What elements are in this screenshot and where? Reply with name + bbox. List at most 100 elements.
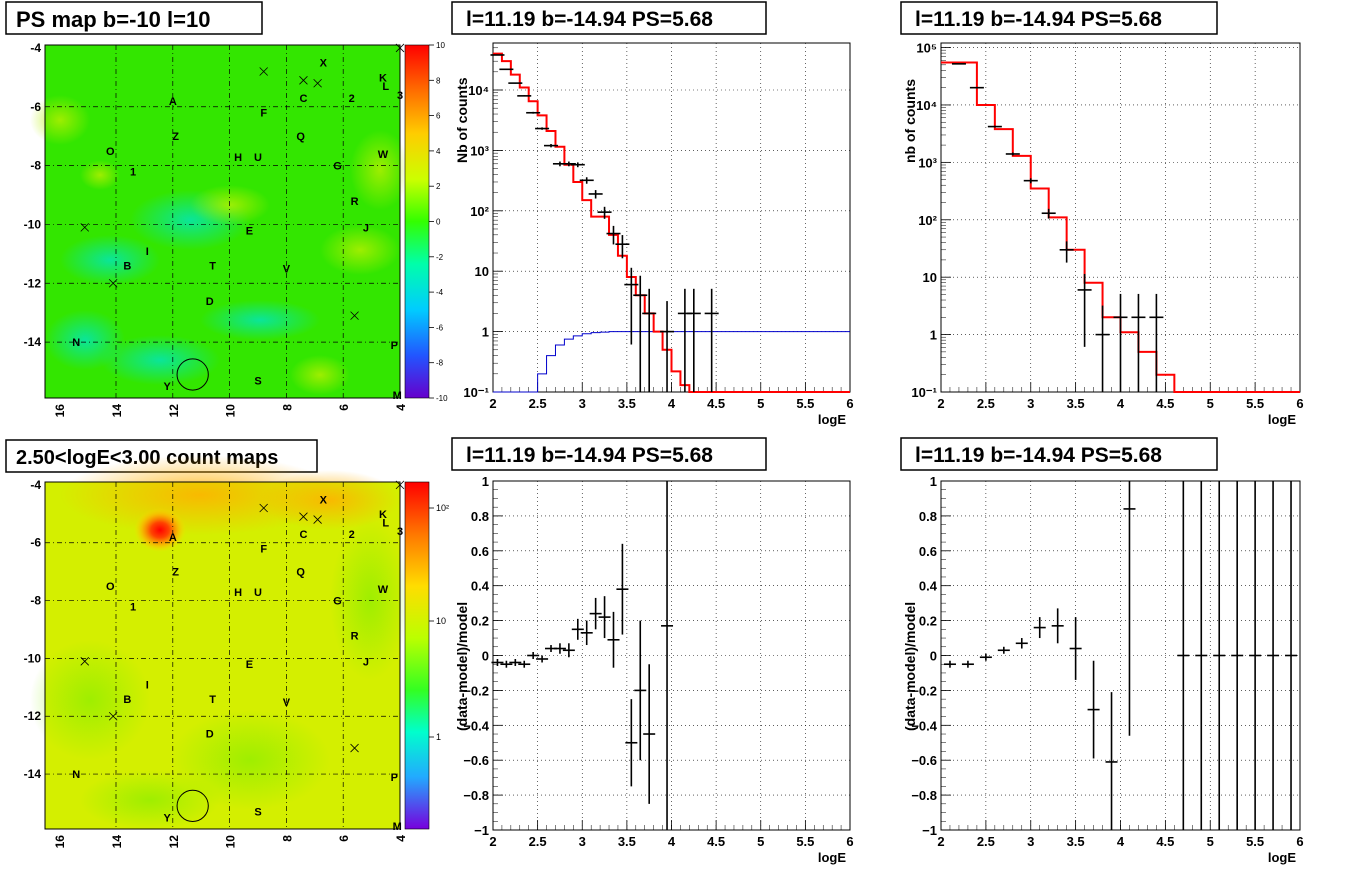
y-tick-label: −0.2 <box>463 683 489 698</box>
map-cross-marker <box>80 657 90 666</box>
y-tick-label: −0.8 <box>911 788 937 803</box>
map-source-label: L <box>382 81 389 93</box>
x-tick-label: 6 <box>1296 396 1303 411</box>
y-tick-label: 1 <box>482 474 489 489</box>
map-x-tick-label: 16 <box>53 835 67 849</box>
y-tick-label: 0.2 <box>471 614 489 629</box>
y-tick-label: 10² <box>918 213 937 228</box>
map-y-tick-label: -4 <box>30 41 41 55</box>
map-cross-marker <box>313 78 322 88</box>
map-source-label: D <box>206 296 214 308</box>
x-tick-label: 4.5 <box>707 396 725 411</box>
y-tick-label: −1 <box>922 823 937 838</box>
map-source-label: A <box>169 96 177 108</box>
map-source-label: J <box>363 222 369 234</box>
map-source-label: 1 <box>130 166 136 178</box>
x-tick-label: 2.5 <box>977 396 995 411</box>
map-source-label: K <box>379 72 387 84</box>
map-source-label: D <box>206 729 214 741</box>
map-source-label: V <box>283 697 291 709</box>
map-source-label: 2 <box>349 93 355 105</box>
colorbar-tick-label: -10 <box>436 394 448 403</box>
y-tick-label: 1 <box>930 474 937 489</box>
map-cross-marker <box>108 278 118 288</box>
y-axis-label: (data-model)/model <box>454 602 470 731</box>
x-tick-label: 4 <box>1117 396 1125 411</box>
residual-chart-left: l=11.19 b=-14.94 PS=5.68 2 2.5 3 3.5 4 4.5 5 5.5… <box>451 437 854 865</box>
x-tick-label: 6 <box>846 834 853 849</box>
ps-map-grid <box>45 45 400 398</box>
map-source-label: R <box>351 196 359 208</box>
colorbar-tick-label: -8 <box>436 359 444 368</box>
map-cross-marker <box>313 515 322 524</box>
map-y-tick-label: -6 <box>30 536 41 550</box>
map-source-label: Q <box>296 567 305 579</box>
x-tick-label: 2 <box>937 834 944 849</box>
x-tick-label: 2.5 <box>529 396 547 411</box>
map-x-tick-label: 12 <box>167 404 181 418</box>
spectrum-chart-right: l=11.19 b=-14.94 PS=5.68 2 2.5 3 3.5 4 4.5 5 5.5… <box>900 1 1304 427</box>
map-source-label: L <box>382 517 389 529</box>
y-tick-label: 10⁻¹ <box>463 385 489 400</box>
y-tick-label: 0.6 <box>471 544 489 559</box>
colorbar-tick-label: 4 <box>436 147 441 156</box>
map-y-tick-label: -10 <box>24 217 42 231</box>
plot-frame <box>492 42 851 393</box>
y-tick-label: 0 <box>482 649 489 664</box>
x-tick-label: 5 <box>757 834 764 849</box>
x-tick-label: 3 <box>579 834 586 849</box>
map-source-label: H <box>234 152 242 164</box>
map-source-label: S <box>254 807 261 819</box>
map-source-label: V <box>283 264 291 276</box>
y-tick-label: 10⁵ <box>916 41 937 56</box>
y-tick-label: 10³ <box>470 143 489 158</box>
map-x-tick-label: 4 <box>394 404 408 411</box>
x-tick-label: 3.5 <box>1067 834 1085 849</box>
map-x-tick-label: 6 <box>337 404 351 411</box>
chart-title-box <box>451 437 767 471</box>
map-x-tick-label: 8 <box>280 835 294 842</box>
map-y-tick-label: -6 <box>30 100 41 114</box>
chart-title: l=11.19 b=-14.94 PS=5.68 <box>915 8 1162 31</box>
colorbar-tick-label: 2 <box>436 182 441 191</box>
map-source-label: Y <box>163 381 171 393</box>
y-tick-label: 10 <box>475 264 489 279</box>
map-x-tick-label: 4 <box>394 835 408 842</box>
chart-title-box <box>451 1 767 35</box>
ps-map-title-box <box>5 1 263 35</box>
x-tick-label: 3 <box>1027 396 1034 411</box>
map-source-label: C <box>299 93 307 105</box>
y-tick-label: −0.4 <box>911 718 937 733</box>
map-source-label: W <box>378 584 389 596</box>
y-tick-label: 0.8 <box>471 509 489 524</box>
map-cross-marker <box>350 311 359 320</box>
chart-title-box <box>900 1 1218 35</box>
y-tick-label: 10² <box>470 204 489 219</box>
x-axis-label: logE <box>1268 850 1296 865</box>
map-y-tick-label: -12 <box>24 709 42 723</box>
y-tick-label: −0.6 <box>911 753 937 768</box>
count-map-colorbar <box>404 481 430 830</box>
x-axis-label: logE <box>1268 412 1296 427</box>
colorbar-tick-label: 10 <box>436 41 445 50</box>
map-source-label: P <box>391 772 398 784</box>
x-axis-label: logE <box>818 412 846 427</box>
colorbar-tick-label: -2 <box>436 253 444 262</box>
map-y-tick-label: -12 <box>24 276 42 290</box>
colorbar-tick-label: 10² <box>436 503 449 513</box>
map-source-label: C <box>299 529 307 541</box>
map-source-label: W <box>378 149 389 161</box>
map-x-tick-label: 14 <box>110 404 124 418</box>
map-source-label: F <box>260 108 267 120</box>
x-tick-label: 3.5 <box>618 396 636 411</box>
y-tick-label: −1 <box>474 823 489 838</box>
map-source-label: N <box>72 337 80 349</box>
x-tick-label: 3 <box>1027 834 1034 849</box>
map-source-label: Y <box>163 812 171 824</box>
x-tick-label: 4.5 <box>1156 834 1174 849</box>
map-source-label: 2 <box>349 529 355 541</box>
map-source-label: M <box>393 821 402 833</box>
ps-map-x-ticks: 16 14 12 10 8 6 4 <box>53 404 408 418</box>
